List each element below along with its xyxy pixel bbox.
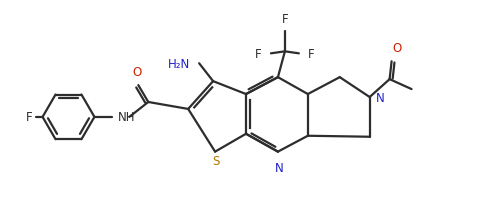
Text: F: F <box>26 111 32 124</box>
Text: N: N <box>274 161 283 174</box>
Text: H₂N: H₂N <box>168 57 190 70</box>
Text: O: O <box>133 66 142 79</box>
Text: NH: NH <box>118 111 136 124</box>
Text: F: F <box>281 12 288 25</box>
Text: F: F <box>308 48 314 61</box>
Text: O: O <box>393 42 402 55</box>
Text: S: S <box>213 154 220 167</box>
Text: N: N <box>376 91 384 104</box>
Text: F: F <box>255 48 262 61</box>
